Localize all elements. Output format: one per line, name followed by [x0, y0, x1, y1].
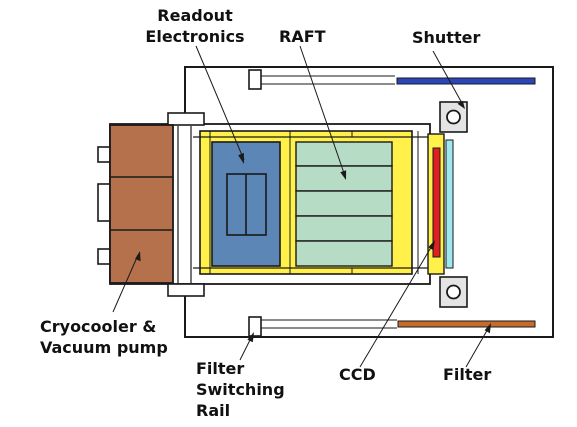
shutter-leader-arrow — [457, 100, 465, 109]
label-ccd: CCD — [339, 364, 376, 385]
cryocooler-flange-top — [97, 146, 111, 163]
ccd-strip — [432, 147, 441, 258]
shutter-bar — [396, 77, 536, 85]
cryocooler-block — [109, 124, 174, 284]
label-cryocooler-line-1: Cryocooler & — [40, 317, 157, 336]
label-filter-switching-rail: Filter Switching Rail — [196, 358, 285, 421]
mount-ear-bottom — [167, 283, 205, 297]
readout-leader-arrow — [238, 152, 244, 164]
label-readout-electronics: Readout Electronics — [140, 5, 250, 47]
shutter-rail-block — [248, 69, 262, 90]
label-filter-text: Filter — [443, 365, 492, 384]
label-raft-text: RAFT — [279, 27, 326, 46]
raft-plate-5 — [295, 240, 393, 267]
ccd-leader-arrow — [428, 240, 435, 251]
raft-plate-2 — [295, 165, 393, 192]
cryocooler-flange-bottom — [97, 248, 111, 265]
readout-leader-line — [195, 45, 245, 161]
filter-leader-line — [465, 326, 490, 368]
ccd-leader-line — [359, 243, 434, 368]
label-raft: RAFT — [279, 26, 326, 47]
shutter-leader-line — [432, 50, 464, 106]
label-shutter: Shutter — [412, 27, 480, 48]
label-readout-line-2: Electronics — [145, 27, 245, 46]
cryocooler-flange-middle — [97, 183, 111, 222]
raft-leader-line — [299, 45, 346, 177]
label-filter-rail-line-3: Rail — [196, 401, 231, 420]
cryocooler-leader-line — [112, 254, 139, 313]
label-shutter-text: Shutter — [412, 28, 481, 47]
pulley-bottom-icon — [446, 284, 461, 300]
raft-plate-4 — [295, 215, 393, 242]
label-cryocooler: Cryocooler & Vacuum pump — [40, 316, 168, 358]
cyan-window — [445, 139, 454, 269]
label-filter-rail-line-2: Switching — [196, 380, 285, 399]
filter-leader-arrow — [484, 323, 491, 334]
filter-rail-leader-arrow — [247, 332, 254, 343]
pulley-bracket-bottom — [439, 276, 468, 308]
raft-plate-3 — [295, 190, 393, 217]
label-cryocooler-line-2: Vacuum pump — [40, 338, 168, 357]
label-filter-rail-line-1: Filter — [196, 359, 245, 378]
raft-plate-1 — [295, 141, 393, 167]
mount-ear-top — [167, 112, 205, 126]
pulley-top-icon — [446, 109, 461, 125]
cryocooler-leader-arrow — [135, 251, 141, 262]
label-readout-line-1: Readout — [157, 6, 233, 25]
housing-outline — [184, 66, 554, 338]
label-filter: Filter — [443, 364, 491, 385]
label-ccd-text: CCD — [339, 365, 376, 384]
filter-bar — [397, 320, 536, 328]
raft-leader-arrow — [340, 170, 347, 180]
filter-rail-block — [248, 316, 262, 337]
